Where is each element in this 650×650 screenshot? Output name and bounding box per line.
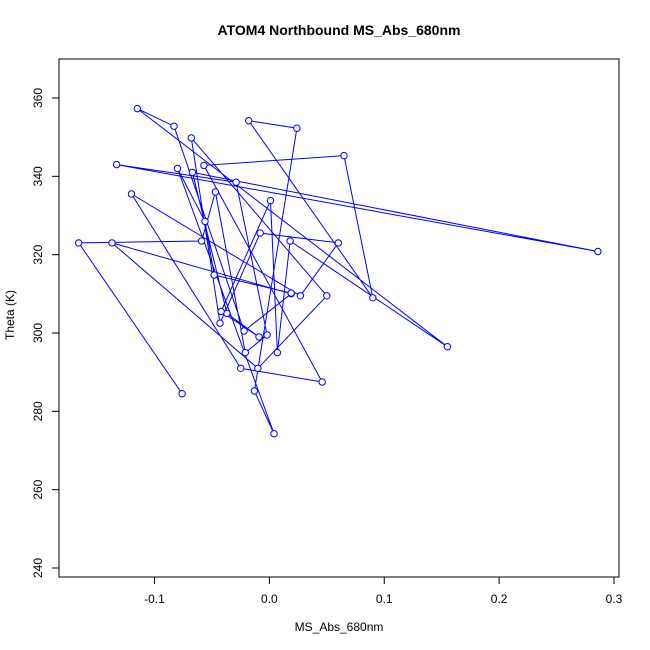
chart-title: ATOM4 Northbound MS_Abs_680nm <box>218 22 461 38</box>
data-point <box>273 348 282 357</box>
data-point <box>594 247 602 256</box>
data-point <box>237 364 245 372</box>
data-point <box>201 217 209 226</box>
data-point <box>250 387 259 395</box>
plot-frame <box>58 58 620 578</box>
series-points <box>75 104 602 438</box>
x-axis-label: MS_Abs_680nm <box>295 620 384 634</box>
data-point <box>263 331 271 339</box>
data-point <box>340 151 348 160</box>
data-point <box>178 390 186 398</box>
data-point <box>369 294 377 302</box>
data-point <box>286 237 294 245</box>
data-point <box>240 327 248 335</box>
data-point <box>287 289 295 297</box>
y-tick-label: 340 <box>31 166 45 186</box>
data-point <box>173 164 182 173</box>
y-axis: 240 260 280 300 320 340 360 <box>31 88 59 578</box>
data-point <box>170 122 178 130</box>
data-point <box>323 292 331 300</box>
data-point <box>188 168 197 177</box>
data-point <box>256 229 264 237</box>
x-axis: -0.1 0.0 0.1 0.2 0.3 <box>144 577 623 606</box>
data-point <box>334 239 342 247</box>
data-point <box>210 271 218 279</box>
data-point <box>187 134 196 142</box>
data-point <box>443 343 452 351</box>
data-point <box>270 430 278 438</box>
y-tick-label: 300 <box>31 323 45 343</box>
y-tick-label: 260 <box>31 479 45 499</box>
data-point <box>255 333 263 341</box>
data-point <box>296 292 305 300</box>
data-point <box>75 239 83 247</box>
y-tick-label: 240 <box>31 558 45 578</box>
x-tick-label: 0.3 <box>606 592 623 606</box>
data-point <box>254 364 262 372</box>
data-point <box>197 237 206 245</box>
data-point <box>245 117 253 125</box>
y-tick-label: 320 <box>31 244 45 264</box>
data-point <box>133 104 142 113</box>
data-point <box>200 161 208 170</box>
data-point <box>241 348 250 357</box>
x-tick-label: 0.0 <box>261 592 278 606</box>
x-tick-label: 0.2 <box>491 592 508 606</box>
x-tick-label: 0.1 <box>376 592 393 606</box>
data-point <box>232 178 240 186</box>
data-point <box>108 239 116 247</box>
y-tick-label: 360 <box>31 88 45 108</box>
y-axis-label: Theta (K) <box>3 290 17 340</box>
data-point <box>211 188 220 196</box>
data-point <box>266 196 275 205</box>
data-point <box>216 319 224 327</box>
x-tick-label: -0.1 <box>144 592 165 606</box>
y-tick-label: 280 <box>31 401 45 421</box>
data-point <box>112 160 121 169</box>
data-point <box>293 124 301 132</box>
data-point <box>127 190 136 198</box>
data-point <box>217 307 225 316</box>
data-point <box>318 378 326 386</box>
